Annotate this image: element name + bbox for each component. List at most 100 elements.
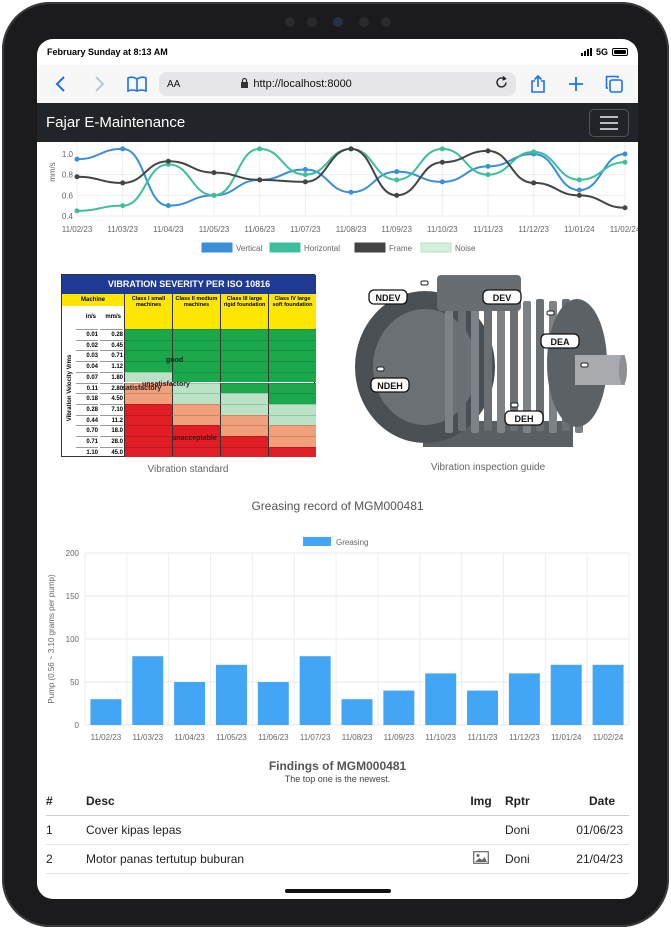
data-point xyxy=(576,177,582,183)
iso-mms-value: 11.2 xyxy=(100,414,123,426)
x-tick-label: 11/10/23 xyxy=(425,733,456,742)
iso-zone-cell xyxy=(172,329,220,340)
iso-zone-cell xyxy=(220,393,268,404)
iso-zone-label: satisfactory xyxy=(122,385,162,392)
x-tick-label: 11/07/23 xyxy=(300,733,331,742)
iso-zone-cell xyxy=(268,339,316,351)
legend-swatch xyxy=(420,242,452,253)
iso-mms-value: 45.0 xyxy=(100,446,123,458)
iso-zone-cell xyxy=(172,393,220,404)
iso-inps-value: 0.04 xyxy=(76,361,98,372)
iso-mms-value: 18.0 xyxy=(100,425,123,436)
table-row[interactable]: 2 Motor panas tertutup buburan Doni 21/0… xyxy=(46,844,629,874)
iso-zone-cell xyxy=(172,436,220,447)
motor-cooling-fin xyxy=(497,301,505,433)
col-img: Img xyxy=(465,787,497,816)
screen: February Sunday at 8:13 AM 5G AA xyxy=(37,39,638,899)
iso-zone-cell xyxy=(268,393,316,404)
iso-zone-cell xyxy=(124,393,172,404)
data-point xyxy=(74,174,80,180)
row-img[interactable] xyxy=(465,844,497,874)
x-tick-label: 11/05/23 xyxy=(199,225,230,234)
forward-icon[interactable] xyxy=(83,70,115,98)
data-point xyxy=(165,203,171,209)
reload-icon[interactable] xyxy=(495,75,508,92)
data-point xyxy=(485,172,491,178)
iso-zone-cell xyxy=(124,446,172,458)
sensor-mount-icon xyxy=(376,366,385,372)
iso-mms-value: 0.28 xyxy=(100,329,123,340)
row-date: 01/06/23 xyxy=(557,815,629,845)
iso-zone-label: good xyxy=(166,357,184,364)
col-number: # xyxy=(46,787,86,816)
iso-class-header: Class III large rigid foundation xyxy=(220,294,268,329)
iso-zone-cell xyxy=(268,436,316,447)
data-point xyxy=(74,208,80,214)
y-tick-label: 200 xyxy=(66,549,80,558)
iso-zone-cell xyxy=(124,436,172,447)
x-tick-label: 11/08/23 xyxy=(342,733,373,742)
y-tick-label: 1.0 xyxy=(62,150,74,159)
iso-mms-value: 1.80 xyxy=(100,371,123,383)
data-point xyxy=(531,180,537,186)
battery-icon xyxy=(612,48,628,56)
data-point xyxy=(120,203,126,209)
new-tab-icon[interactable] xyxy=(560,70,592,98)
shaft-end xyxy=(619,355,627,385)
x-tick-label: 11/08/23 xyxy=(336,225,367,234)
data-point xyxy=(394,192,400,198)
data-point xyxy=(439,146,445,152)
iso-zone-cell xyxy=(172,339,220,351)
back-icon[interactable] xyxy=(45,70,77,98)
iso-zone-cell xyxy=(124,403,172,415)
iso-zone-cell xyxy=(172,414,220,426)
iso-inps-value: 0.18 xyxy=(76,393,98,404)
image-icon[interactable] xyxy=(473,850,489,864)
bar xyxy=(508,673,540,725)
iso-zone-cell xyxy=(268,425,316,436)
tabs-icon[interactable] xyxy=(598,70,630,98)
legend-label: Horizontal xyxy=(304,244,340,253)
iso-zone-cell xyxy=(220,350,268,362)
row-desc: Cover kipas lepas xyxy=(86,815,465,845)
iso-zone-cell xyxy=(172,361,220,372)
table-row[interactable]: 1 Cover kipas lepas Doni 01/06/23 xyxy=(46,815,629,845)
motor-cooling-fin xyxy=(458,299,466,431)
iso-zone-cell xyxy=(172,382,220,394)
iso-mms-value: 4.50 xyxy=(100,393,123,404)
data-point xyxy=(120,146,126,152)
sensor-icon xyxy=(307,17,317,27)
brand-title[interactable]: Fajar E-Maintenance xyxy=(46,114,186,131)
iso-zone-cell xyxy=(124,339,172,351)
url-text[interactable]: http://localhost:8000 xyxy=(253,78,352,90)
sensor-mount-icon xyxy=(420,280,429,286)
row-date: 21/04/23 xyxy=(557,844,629,874)
iso-inps-value: 0.70 xyxy=(76,425,98,436)
x-tick-label: 11/11/23 xyxy=(468,733,499,742)
share-icon[interactable] xyxy=(522,70,554,98)
data-point xyxy=(485,148,491,154)
findings-subtitle: The top one is the newest. xyxy=(284,774,391,784)
iso-mms-value: 2.80 xyxy=(100,382,123,394)
findings-title: Findings of MGM000481 xyxy=(268,759,407,773)
url-bar[interactable]: AA http://localhost:8000 xyxy=(159,72,516,96)
app-navbar: Fajar E-Maintenance xyxy=(37,103,638,142)
data-point xyxy=(622,205,628,211)
iso-unit: in/s xyxy=(85,314,96,320)
reader-aa-button[interactable]: AA xyxy=(167,78,181,90)
menu-toggle-button[interactable] xyxy=(589,108,629,137)
iso-zone-cell xyxy=(220,371,268,383)
bookmarks-icon[interactable] xyxy=(121,70,153,98)
bar xyxy=(257,682,289,725)
x-tick-label: 11/06/23 xyxy=(258,733,289,742)
iso-zone-cell xyxy=(124,350,172,362)
home-indicator[interactable] xyxy=(285,889,391,893)
iso-zone-label: unsatisfactory xyxy=(142,381,190,388)
bar xyxy=(592,664,624,725)
iso-mms-value: 0.45 xyxy=(100,339,123,351)
iso-zone-cell xyxy=(172,446,220,458)
iso-zone-cell xyxy=(220,425,268,436)
iso-zone-cell xyxy=(172,425,220,436)
y-axis-label: mm/s xyxy=(48,162,57,182)
